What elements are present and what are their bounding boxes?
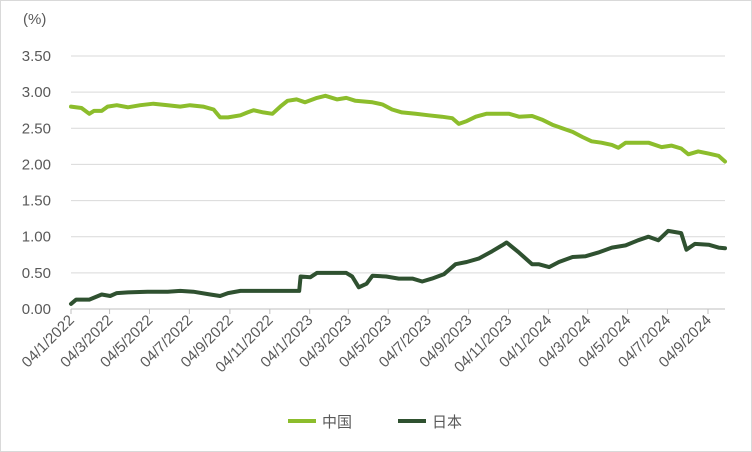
y-tick-label: 0.00 — [22, 301, 51, 318]
x-axis: 04/1/202204/3/202204/5/202204/7/202204/9… — [19, 308, 725, 376]
y-tick-label: 0.50 — [22, 265, 51, 282]
series-lines — [69, 93, 727, 306]
y-tick-label: 2.50 — [22, 120, 51, 137]
gridlines — [71, 55, 725, 274]
y-axis-unit-label: (%) — [23, 11, 46, 28]
series-line-china — [69, 93, 727, 164]
legend-label: 中国 — [322, 413, 352, 431]
legend-label: 日本 — [432, 413, 462, 431]
series-line-japan — [69, 228, 727, 306]
y-tick-label: 1.50 — [22, 193, 51, 210]
legend: 中国 日本 — [288, 413, 462, 431]
y-tick-label: 3.50 — [22, 48, 51, 65]
y-tick-label: 3.00 — [22, 84, 51, 101]
y-tick-label: 1.00 — [22, 229, 51, 246]
y-tick-label: 2.00 — [22, 156, 51, 173]
y-axis-ticks: 0.00 0.50 1.00 1.50 2.00 2.50 3.00 3.50 — [22, 48, 51, 318]
